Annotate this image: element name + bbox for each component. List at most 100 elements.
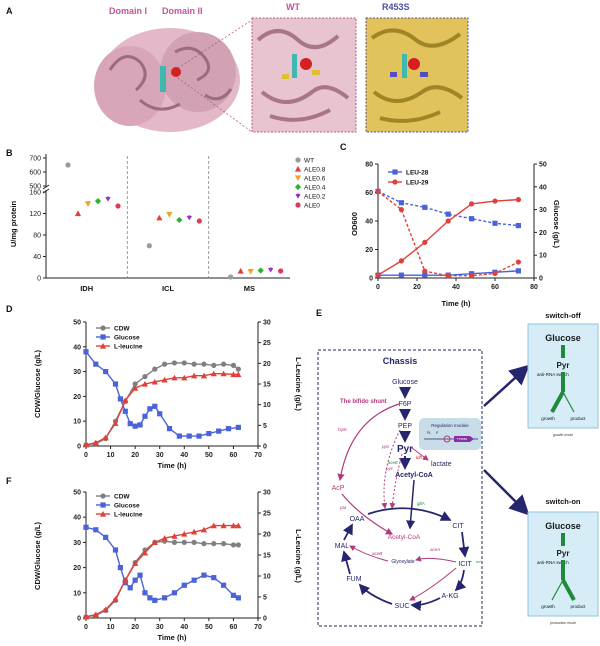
c-point-od	[398, 258, 404, 264]
switch-on-growth-branch	[551, 579, 564, 601]
b-point-ale0-2	[105, 196, 111, 202]
f-point-glucose	[235, 595, 241, 601]
f-point-glucose	[127, 585, 133, 591]
b-point-ale0-2	[186, 215, 192, 221]
arrow-to-switch-off	[483, 364, 530, 407]
f-point-l-leucine	[200, 526, 208, 533]
f-point-glucose	[221, 582, 227, 588]
f-ytick-right-label: 0	[263, 616, 267, 623]
d-xtick-label: 10	[107, 452, 115, 459]
f-point-glucose	[147, 595, 153, 601]
d-legend-label: CDW	[114, 326, 130, 333]
c-ytick-label: 60	[365, 190, 373, 197]
f-legend-marker	[100, 502, 106, 508]
c-legend-marker	[392, 179, 398, 185]
zoom-lines	[177, 19, 253, 133]
domain1-label: Domain I	[109, 6, 147, 16]
f-point-l-leucine	[82, 613, 90, 620]
f-xtick-label: 0	[84, 624, 88, 631]
d-point-cdw	[230, 362, 237, 368]
f-xtick-label: 40	[180, 624, 188, 631]
d-ytick-right-label: 0	[263, 444, 267, 451]
label-glta: gltA	[417, 501, 425, 506]
d-point-l-leucine	[82, 441, 90, 448]
label-acea: aceA	[430, 547, 440, 552]
f-xtick-label: 70	[254, 624, 262, 631]
f-ytick-right-label: 20	[263, 532, 271, 539]
f-point-l-leucine	[171, 533, 178, 539]
c-point-od	[398, 272, 404, 278]
f-point-glucose	[93, 527, 99, 533]
d-ytick-right-label: 30	[263, 320, 271, 327]
switch-off-box	[527, 323, 599, 429]
f-ytick-right-label: 30	[263, 490, 271, 497]
f-point-cdw	[221, 541, 227, 547]
switch-off-product-branch	[562, 391, 575, 413]
d-legend-label: Glucose	[114, 335, 140, 342]
b-legend-label: ALE0.6	[304, 176, 326, 183]
c-point-glucose	[445, 273, 451, 279]
d-point-glucose	[147, 406, 153, 412]
switch-on-glucose: Glucose	[545, 521, 581, 531]
c-ytick-label: 0	[369, 276, 373, 283]
d-point-l-leucine	[200, 372, 208, 379]
panel-label-a: A	[6, 6, 13, 16]
d-point-l-leucine	[132, 385, 139, 391]
arrow-to-switch-on	[483, 469, 530, 516]
c-ytick-right-label: 20	[539, 230, 547, 237]
switch-off-growth: growth	[541, 416, 555, 421]
f-point-glucose	[137, 572, 143, 578]
c-point-glucose	[515, 259, 522, 265]
c-point-od	[492, 198, 498, 204]
b-ytick-label: 40	[33, 254, 41, 261]
b-legend-marker	[295, 157, 301, 163]
d-line-l-leucine	[85, 372, 239, 446]
f-point-l-leucine	[141, 549, 149, 556]
d-legend-marker	[100, 334, 106, 340]
c-point-glucose	[375, 188, 381, 194]
d-legend-label: L-leucine	[114, 344, 143, 351]
b-point-wt	[146, 243, 152, 249]
b-point-ale0	[115, 203, 121, 209]
c-ytick-right-label: 10	[539, 253, 547, 260]
d-xtick-label: 0	[84, 452, 88, 459]
d-point-glucose	[127, 421, 133, 427]
f-point-l-leucine	[92, 611, 99, 618]
c-legend-label: LEU-28	[406, 170, 429, 177]
d-point-l-leucine	[112, 420, 119, 426]
arrow-pyr-lactate	[411, 447, 429, 461]
b-legend-marker	[294, 165, 302, 172]
f-ytick-label: 10	[73, 590, 81, 597]
c-point-glucose	[422, 204, 428, 210]
c-point-glucose	[422, 268, 428, 274]
f-point-cdw	[181, 539, 187, 546]
label-ldh: ldh	[416, 455, 423, 460]
d-point-cdw	[132, 381, 138, 387]
f-point-glucose	[117, 565, 123, 571]
node-fum: FUM	[346, 576, 361, 583]
node-f6p: F6P	[399, 401, 412, 408]
mutant-zoom-image	[365, 17, 469, 133]
d-xtick-label: 50	[205, 452, 213, 459]
d-ytick-label: 0	[77, 444, 81, 451]
d-legend-marker	[99, 342, 107, 349]
f-point-l-leucine	[230, 522, 237, 529]
d-ytick-right-label: 20	[263, 361, 271, 368]
f-ytick-right-label: 25	[263, 511, 271, 518]
f-point-l-leucine	[102, 606, 109, 613]
c-ytick-label: 80	[365, 162, 373, 169]
b-legend-marker	[295, 193, 301, 199]
f-ytick-label: 30	[73, 540, 81, 547]
f-xlabel: Time (h)	[157, 633, 187, 642]
chassis-box	[317, 349, 483, 627]
d-point-cdw	[235, 366, 241, 372]
d-xtick-label: 70	[254, 452, 262, 459]
cycle-oaa-cit	[367, 507, 452, 521]
arrow-f6p-acp	[337, 403, 400, 482]
arrow-glyoxylate-mal	[349, 545, 389, 562]
b-legend-label: WT	[304, 158, 314, 165]
f-xtick-label: 60	[230, 624, 238, 631]
node-acetylcoa2: Acetyl-CoA	[388, 534, 421, 541]
c-line-od-leu-29	[377, 198, 519, 276]
